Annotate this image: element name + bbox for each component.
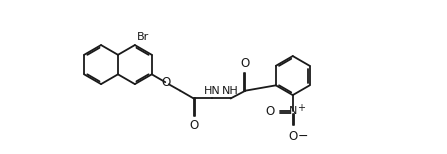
Text: O: O — [266, 105, 275, 118]
Text: N: N — [289, 106, 297, 116]
Text: O: O — [161, 76, 171, 89]
Text: +: + — [297, 103, 305, 113]
Text: O: O — [241, 57, 250, 70]
Text: −: − — [298, 130, 308, 142]
Text: O: O — [288, 130, 297, 143]
Text: O: O — [189, 119, 198, 132]
Text: Br: Br — [137, 32, 149, 42]
Text: NH: NH — [222, 86, 239, 96]
Text: HN: HN — [204, 86, 220, 96]
